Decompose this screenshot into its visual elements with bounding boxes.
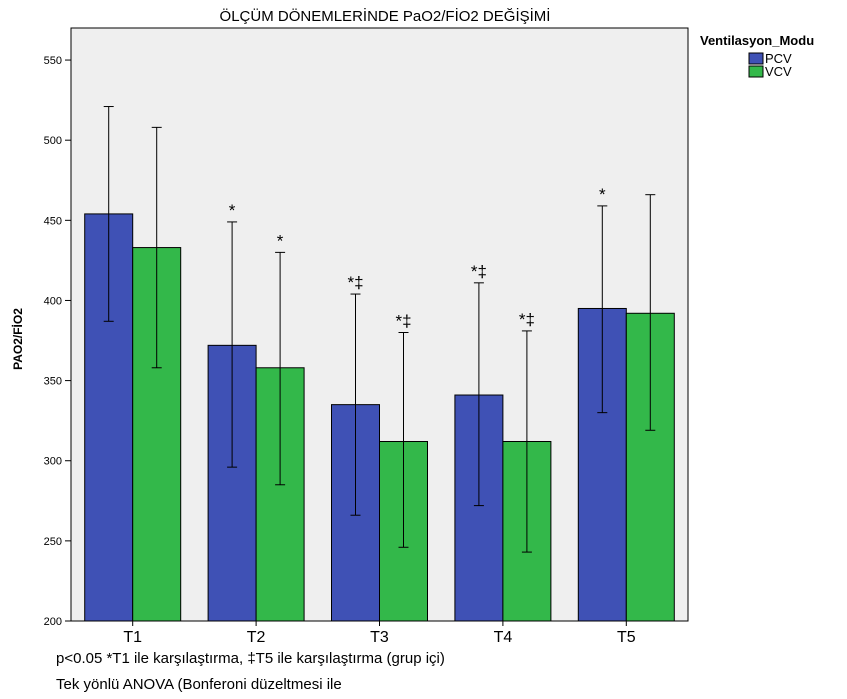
significance-marks: * * *‡ *‡ *‡ *‡ *: [229, 185, 606, 331]
significance-mark: *: [277, 231, 284, 250]
legend-title: Ventilasyon_Modu: [700, 33, 814, 48]
significance-mark: *‡: [395, 312, 411, 331]
x-axis: T1 T2 T3 T4 T5: [123, 621, 636, 646]
x-tick-label: T1: [123, 629, 142, 646]
x-tick-label: T2: [247, 629, 266, 646]
x-tick-label: T5: [617, 629, 636, 646]
y-tick-label: 350: [44, 376, 62, 388]
error-bar-pcv-t4: [473, 282, 484, 507]
footnote-method: Tek yönlü ANOVA (Bonferoni düzeltmesi il…: [56, 676, 342, 693]
error-bar-pcv-t3: [350, 293, 361, 516]
y-tick-label: 400: [44, 295, 62, 307]
error-bar-pcv-t2: [227, 221, 238, 468]
x-tick-label: T3: [370, 629, 389, 646]
error-bar-pcv-t5: [597, 205, 608, 414]
legend-label-vcv: VCV: [765, 64, 792, 79]
error-bar-vcv-t1: [151, 126, 162, 369]
y-tick-label: 450: [44, 215, 62, 227]
error-bar-pcv-t1: [103, 106, 114, 322]
chart-title: ÖLÇÜM DÖNEMLERİNDE PaO2/FİO2 DEĞİŞİMİ: [220, 7, 551, 25]
legend-swatch-pcv: [748, 52, 764, 65]
error-bar-vcv-t4: [521, 330, 532, 553]
y-tick-label: 250: [44, 536, 62, 548]
y-tick-label: 200: [44, 616, 62, 628]
y-tick-label: 500: [44, 135, 62, 147]
error-bar-vcv-t5: [645, 194, 656, 431]
error-bar-vcv-t2: [275, 251, 286, 486]
significance-mark: *‡: [347, 273, 363, 292]
y-tick-label: 550: [44, 55, 62, 67]
error-bar-vcv-t3: [398, 332, 409, 548]
significance-mark: *‡: [519, 310, 535, 329]
y-axis: 200 250 300 350 400 450 500 550: [44, 55, 71, 628]
significance-mark: *: [229, 201, 236, 220]
error-bars: [103, 106, 656, 553]
legend-label-pcv: PCV: [765, 51, 792, 66]
significance-mark: *‡: [471, 262, 487, 281]
y-tick-label: 300: [44, 456, 62, 468]
significance-mark: *: [599, 185, 606, 204]
x-tick-label: T4: [494, 629, 513, 646]
legend-swatch-vcv: [748, 65, 764, 78]
footnote-significance: p<0.05 *T1 ile karşılaştırma, ‡T5 ile ka…: [56, 650, 445, 667]
y-axis-label: PAO2/FİO2: [10, 308, 25, 370]
